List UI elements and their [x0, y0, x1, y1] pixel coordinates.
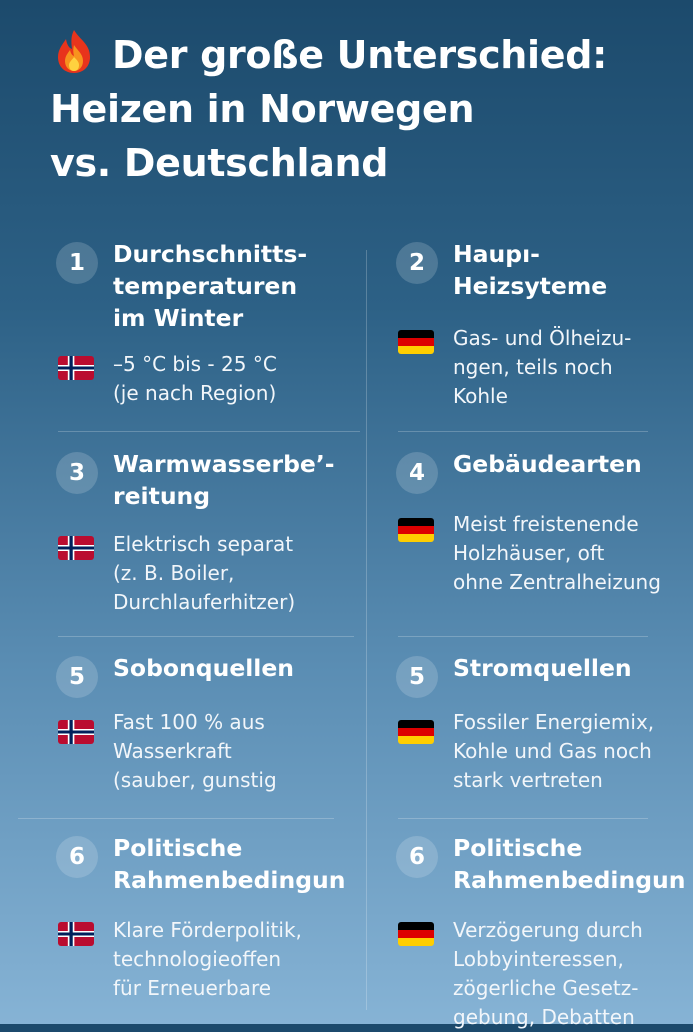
- card-text: Fast 100 % aus Wasserkraft (sauber, guns…: [113, 710, 277, 792]
- step-number-badge: 6: [56, 836, 98, 878]
- card-heading: Politische Rahmenbedingun: [453, 834, 686, 894]
- step-number-badge: 3: [56, 452, 98, 494]
- card-heading: Warmwasserbe’- reitung: [113, 450, 335, 510]
- card-heading: Sobonquellen: [113, 654, 295, 682]
- card-text: Fossiler Energiemix, Kohle und Gas noch …: [453, 710, 655, 792]
- card-heading: Politische Rahmenbedingun: [113, 834, 346, 894]
- norway-flag-icon: [58, 922, 94, 946]
- step-number-badge: 1: [56, 242, 98, 284]
- row-divider-2-right: [398, 636, 648, 637]
- norway-flag-icon: [58, 356, 94, 380]
- step-number-badge: 5: [396, 656, 438, 698]
- title-line-3: vs. Deutschland: [50, 141, 389, 185]
- card-heading: Haupı- Heizsyteme: [453, 240, 608, 300]
- step-number-badge: 5: [56, 656, 98, 698]
- germany-flag-icon: [398, 518, 434, 542]
- germany-flag-icon: [398, 922, 434, 946]
- card-heading: Durchschnitts- temperaturen im Winter: [113, 240, 308, 332]
- row-divider-1-right: [398, 431, 648, 432]
- germany-flag-icon: [398, 720, 434, 744]
- norway-flag-icon: [58, 536, 94, 560]
- card-text: Gas- und Ölheizu- ngen, teils noch Kohle: [453, 326, 632, 408]
- card-text: Elektrisch separat (z. B. Boiler, Durchl…: [113, 532, 296, 614]
- card-heading: Gebäudearten: [453, 450, 642, 478]
- card-heading: Stromquellen: [453, 654, 632, 682]
- row-divider-1-left: [58, 431, 360, 432]
- step-number-badge: 6: [396, 836, 438, 878]
- page-title: Der große Unterschied: Heizen in Norwege…: [50, 28, 680, 190]
- row-divider-2-left: [58, 636, 354, 637]
- card-text: Verzögerung durch Lobbyinteressen, zöger…: [453, 918, 643, 1029]
- title-line-2: Heizen in Norwegen: [50, 87, 475, 131]
- card-text: –5 °C bis - 25 °C (je nach Region): [113, 352, 277, 405]
- row-divider-3-right: [398, 818, 648, 819]
- card-text: Klare Förderpolitik, technologieoffen fü…: [113, 918, 302, 1000]
- step-number-badge: 4: [396, 452, 438, 494]
- germany-flag-icon: [398, 330, 434, 354]
- title-line-1: Der große Unterschied:: [50, 28, 680, 82]
- column-divider: [366, 250, 367, 1010]
- step-number-badge: 2: [396, 242, 438, 284]
- row-divider-3-left: [18, 818, 334, 819]
- norway-flag-icon: [58, 720, 94, 744]
- fire-icon: [58, 30, 90, 73]
- card-text: Meist freistenende Holzhäuser, oft ohne …: [453, 512, 661, 594]
